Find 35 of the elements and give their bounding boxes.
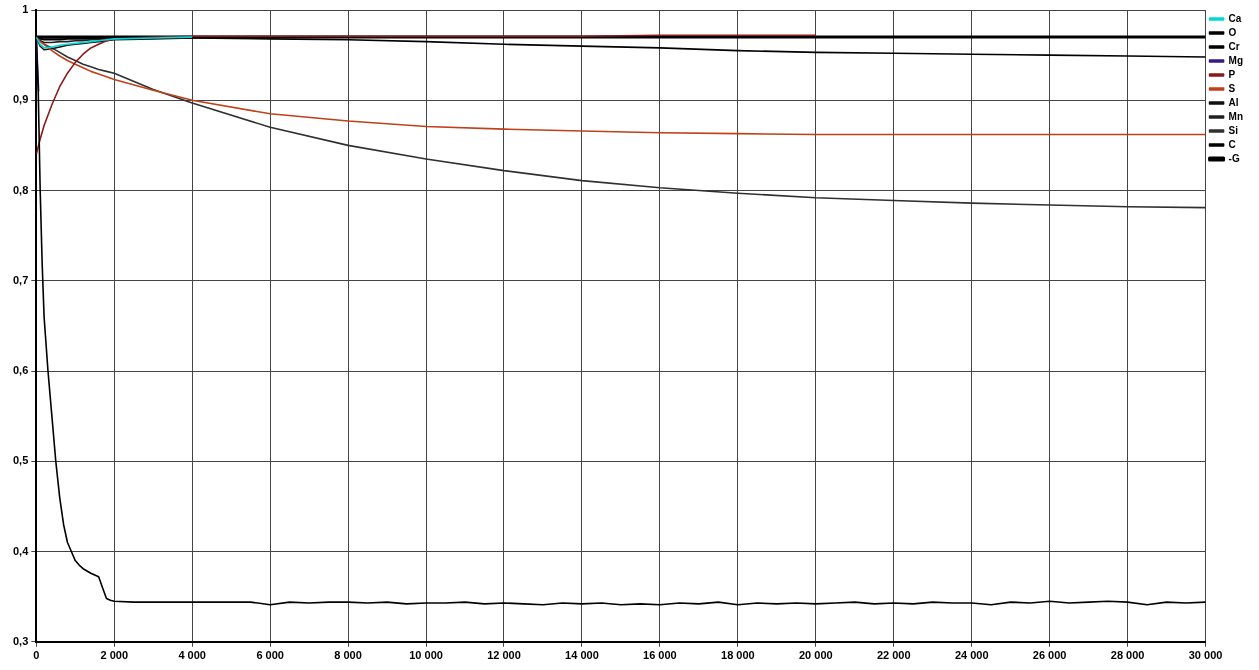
legend-label: Si: [1228, 124, 1239, 136]
legend-label: O: [1228, 26, 1237, 38]
x-tick-label: 12 000: [487, 649, 521, 662]
x-tick-label: 2 000: [100, 649, 129, 662]
legend-label: S: [1228, 82, 1236, 94]
x-tick-label: 16 000: [643, 649, 677, 662]
x-tick-label: 6 000: [256, 649, 284, 662]
y-tick-label: 0,8: [12, 183, 29, 196]
y-tick-label: 0,7: [12, 273, 29, 286]
x-tick-label: 26 000: [1032, 649, 1067, 662]
x-tick-label: 8 000: [334, 649, 362, 662]
legend-label: Al: [1228, 96, 1239, 108]
x-tick-label: 4 000: [178, 649, 206, 662]
x-tick-label: 10 000: [409, 649, 443, 662]
legend-label: -G: [1228, 152, 1240, 164]
legend-label: Ca: [1228, 12, 1242, 24]
x-tick-label: 22 000: [876, 649, 911, 662]
legend-label: P: [1228, 68, 1236, 80]
x-tick-label: 30 000: [1188, 649, 1223, 662]
legend-label: C: [1228, 138, 1236, 150]
y-tick-label: 1: [22, 3, 29, 16]
x-tick-label: 20 000: [798, 649, 833, 662]
y-tick-label: 0,6: [12, 364, 29, 377]
x-tick-label: 0: [33, 649, 40, 662]
y-tick-label: 0,3: [12, 634, 29, 647]
y-tick-label: 0,4: [12, 544, 30, 557]
legend-label: Mg: [1228, 54, 1244, 66]
y-tick-label: 0,9: [12, 93, 29, 106]
x-tick-label: 24 000: [954, 649, 989, 662]
legend-label: Mn: [1228, 110, 1244, 122]
legend-label: Cr: [1228, 40, 1240, 52]
x-tick-label: 18 000: [721, 649, 755, 662]
x-tick-label: 28 000: [1110, 649, 1145, 662]
y-tick-label: 0,5: [12, 454, 29, 467]
x-tick-label: 14 000: [565, 649, 599, 662]
